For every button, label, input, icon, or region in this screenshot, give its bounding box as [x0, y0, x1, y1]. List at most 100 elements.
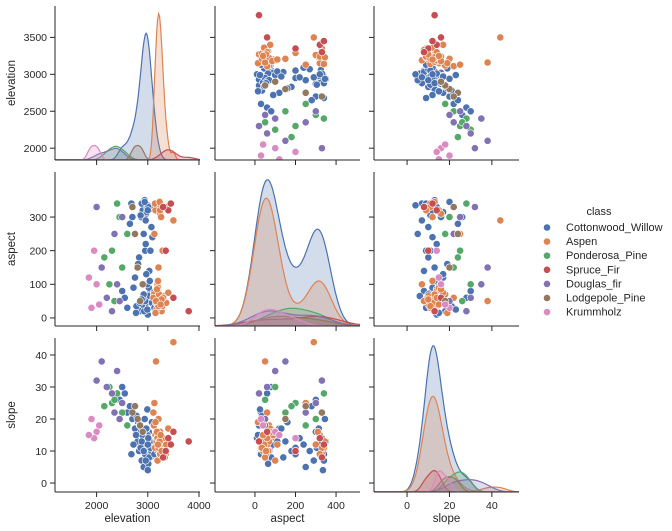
point-Douglas_fir: [261, 111, 269, 119]
point-Aspen: [417, 280, 426, 289]
point-Spruce_Fir: [430, 11, 439, 20]
point-Cottonwood_Willow: [143, 405, 152, 414]
kde-line-Cottonwood_Willow: [374, 344, 519, 492]
x-tick-label: 0: [404, 500, 410, 512]
point-Ponderosa_Pine: [108, 246, 116, 255]
point-Ponderosa_Pine: [311, 415, 320, 423]
point-Douglas_fir: [255, 122, 263, 130]
point-Lodgepole_Pine: [301, 88, 310, 97]
point-Aspen: [309, 338, 318, 347]
point-Aspen: [428, 213, 437, 221]
x-tick-label: 400: [327, 500, 345, 512]
point-Spruce_Fir: [317, 453, 326, 462]
y-tick-label: 30: [35, 382, 47, 394]
point-Douglas_fir: [456, 213, 464, 221]
panel-aspect-vs-elevation: 0 100 200 300: [29, 172, 200, 331]
y-tick-label: 3500: [24, 32, 48, 44]
point-Krummholz: [437, 280, 445, 289]
kde-fill-Aspen: [374, 396, 519, 492]
point-Ponderosa_Pine: [462, 199, 471, 208]
point-Cottonwood_Willow: [466, 107, 475, 116]
point-Spruce_Fir: [161, 246, 170, 255]
point-Lodgepole_Pine: [449, 203, 458, 211]
legend-label-Lodgepole_Pine: Lodgepole_Pine: [566, 293, 646, 305]
legend-label-Ponderosa_Pine: Ponderosa_Pine: [566, 250, 647, 262]
point-Douglas_fir: [115, 415, 124, 423]
point-Cottonwood_Willow: [143, 440, 152, 449]
legend-marker-Spruce_Fir: [543, 265, 551, 274]
point-Aspen: [319, 60, 328, 68]
point-Cottonwood_Willow: [145, 276, 154, 285]
point-Douglas_fir: [456, 107, 464, 116]
kde-line-Cottonwood_Willow: [55, 32, 200, 160]
point-Ponderosa_Pine: [301, 421, 310, 430]
legend-label-Aspen: Aspen: [566, 236, 597, 248]
x-tick-label: 4000: [187, 500, 211, 512]
point-Ponderosa_Pine: [118, 263, 127, 272]
point-Krummholz: [441, 300, 450, 309]
point-Cottonwood_Willow: [256, 405, 264, 414]
point-Douglas_fir: [466, 293, 475, 302]
panel-slope-vs-aspect: 0 200 400: [210, 338, 360, 512]
y-tick-label: 2500: [24, 106, 48, 118]
point-Ponderosa_Pine: [441, 229, 450, 238]
point-Lodgepole_Pine: [133, 263, 142, 272]
point-Douglas_fir: [466, 129, 475, 138]
point-Cottonwood_Willow: [127, 450, 136, 459]
y-axis-label-elevation: elevation: [6, 60, 18, 106]
point-Krummholz: [87, 303, 96, 312]
kde-fill-Lodgepole_Pine: [215, 316, 360, 326]
point-Lodgepole_Pine: [301, 402, 310, 411]
point-Douglas_fir: [110, 229, 119, 238]
point-Cottonwood_Willow: [128, 213, 137, 221]
point-Spruce_Fir: [317, 48, 326, 57]
point-Aspen: [428, 276, 437, 285]
point-Aspen: [428, 55, 437, 64]
point-Cottonwood_Willow: [118, 383, 127, 391]
point-Douglas_fir: [449, 118, 458, 127]
y-tick-label: 200: [29, 245, 47, 257]
point-Spruce_Fir: [428, 37, 437, 45]
x-tick-label: 0: [252, 500, 258, 512]
point-Aspen: [156, 300, 165, 309]
point-Cottonwood_Willow: [422, 94, 430, 102]
point-Cottonwood_Willow: [432, 240, 441, 248]
point-Aspen: [273, 440, 282, 449]
point-Spruce_Fir: [315, 434, 324, 443]
point-Ponderosa_Pine: [123, 421, 132, 430]
point-Cottonwood_Willow: [417, 216, 426, 225]
point-Spruce_Fir: [319, 37, 328, 45]
kde-line-Ponderosa_Pine: [374, 471, 519, 492]
point-Aspen: [149, 408, 158, 417]
point-Aspen: [313, 427, 322, 436]
point-Aspen: [151, 418, 160, 427]
point-Cottonwood_Willow: [144, 434, 153, 443]
point-Douglas_fir: [445, 111, 454, 119]
point-Ponderosa_Pine: [466, 280, 475, 289]
panel-slope-vs-elevation: 0 10 20 30 40 2000 3000 4000: [35, 338, 211, 512]
point-Cottonwood_Willow: [269, 91, 278, 99]
point-Aspen: [273, 55, 282, 64]
point-Lodgepole_Pine: [317, 92, 326, 101]
point-Cottonwood_Willow: [257, 100, 265, 108]
point-Spruce_Fir: [291, 447, 300, 455]
point-Aspen: [150, 229, 159, 238]
point-Douglas_fir: [281, 357, 290, 366]
point-Douglas_fir: [113, 280, 121, 289]
point-Krummholz: [291, 434, 300, 443]
point-Douglas_fir: [470, 203, 479, 211]
point-Douglas_fir: [462, 307, 471, 316]
panel-content: [215, 179, 360, 326]
point-Douglas_fir: [311, 107, 320, 116]
panel-slope-vs-slope: 0 20 40: [369, 338, 519, 512]
point-Aspen: [154, 276, 162, 285]
kde-line-Spruce_Fir: [55, 149, 200, 160]
x-tick-label: 40: [486, 500, 498, 512]
point-Douglas_fir: [108, 307, 116, 316]
point-Ponderosa_Pine: [271, 125, 280, 134]
point-Cottonwood_Willow: [434, 87, 443, 96]
point-Cottonwood_Willow: [413, 229, 422, 238]
x-tick-label: 2000: [85, 500, 109, 512]
point-Krummholz: [259, 140, 267, 149]
point-Spruce_Fir: [159, 203, 167, 211]
